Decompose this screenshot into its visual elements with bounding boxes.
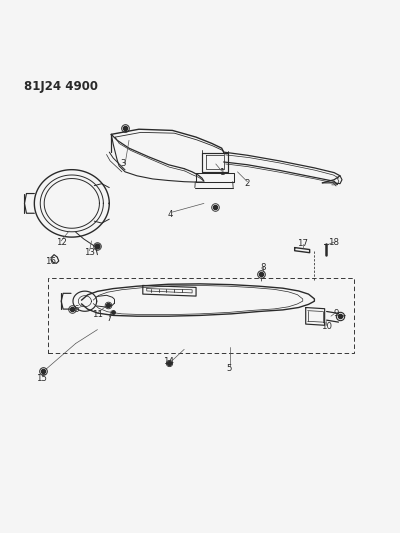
Text: 8: 8 bbox=[260, 263, 266, 272]
Text: 11: 11 bbox=[92, 310, 103, 319]
Text: 1: 1 bbox=[219, 168, 224, 177]
Text: 12: 12 bbox=[56, 238, 67, 247]
Text: 18: 18 bbox=[328, 238, 339, 247]
Text: 3: 3 bbox=[120, 159, 126, 168]
Text: 5: 5 bbox=[227, 364, 232, 373]
Text: 14: 14 bbox=[163, 358, 174, 367]
Text: 9: 9 bbox=[333, 309, 339, 318]
Text: 16: 16 bbox=[45, 257, 56, 266]
Text: 4: 4 bbox=[168, 210, 173, 219]
Text: 2: 2 bbox=[244, 179, 250, 188]
Text: 81J24 4900: 81J24 4900 bbox=[24, 80, 98, 93]
Text: 13: 13 bbox=[84, 248, 95, 257]
Text: 6: 6 bbox=[73, 304, 78, 313]
Text: 10: 10 bbox=[321, 322, 332, 331]
Text: 17: 17 bbox=[297, 239, 308, 248]
Text: 15: 15 bbox=[36, 374, 47, 383]
Text: 7: 7 bbox=[106, 314, 112, 323]
